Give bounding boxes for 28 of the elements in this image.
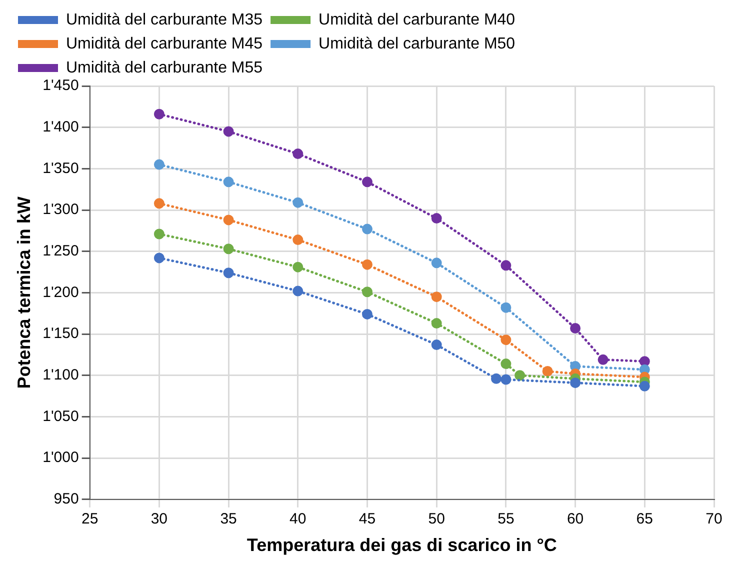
x-tick-label: 65 [636, 510, 653, 528]
x-tick-label: 30 [150, 510, 168, 528]
y-tick-label: 1'050 [42, 408, 79, 425]
x-tick-label: 70 [706, 510, 722, 528]
legend-label: Umidità del carburante M45 [66, 35, 263, 52]
x-tick-label: 25 [81, 510, 98, 528]
y-tick-label: 1'100 [42, 366, 79, 384]
y-tick-label: 1'400 [42, 118, 79, 136]
y-tick-label: 1'300 [42, 201, 79, 218]
x-tick-label: 40 [290, 510, 306, 528]
x-axis-title: Temperatura dei gas di scarico in °C [246, 535, 557, 556]
x-tick-label: 60 [566, 510, 584, 528]
legend-label: Umidità del carburante M55 [66, 59, 263, 76]
y-tick-label: 950 [54, 490, 79, 508]
x-tick-label: 45 [358, 510, 376, 528]
y-tick-label: 1'000 [42, 449, 79, 466]
x-tick-label: 35 [220, 510, 237, 528]
y-axis-title: Potenca termica in kW [14, 196, 34, 389]
x-tick-label: 55 [498, 510, 514, 528]
legend-label: Umidità del carburante M35 [66, 11, 263, 28]
y-tick-label: 1'200 [42, 284, 79, 301]
y-tick-label: 1'250 [42, 242, 79, 260]
legend-label: Umidità del carburante M40 [318, 11, 516, 28]
y-tick-label: 1'350 [42, 160, 79, 177]
legend-label: Umidità del carburante M50 [318, 35, 516, 52]
y-tick-label: 1'450 [42, 77, 79, 94]
x-tick-label: 50 [428, 510, 445, 528]
y-tick-label: 1'150 [42, 325, 79, 342]
